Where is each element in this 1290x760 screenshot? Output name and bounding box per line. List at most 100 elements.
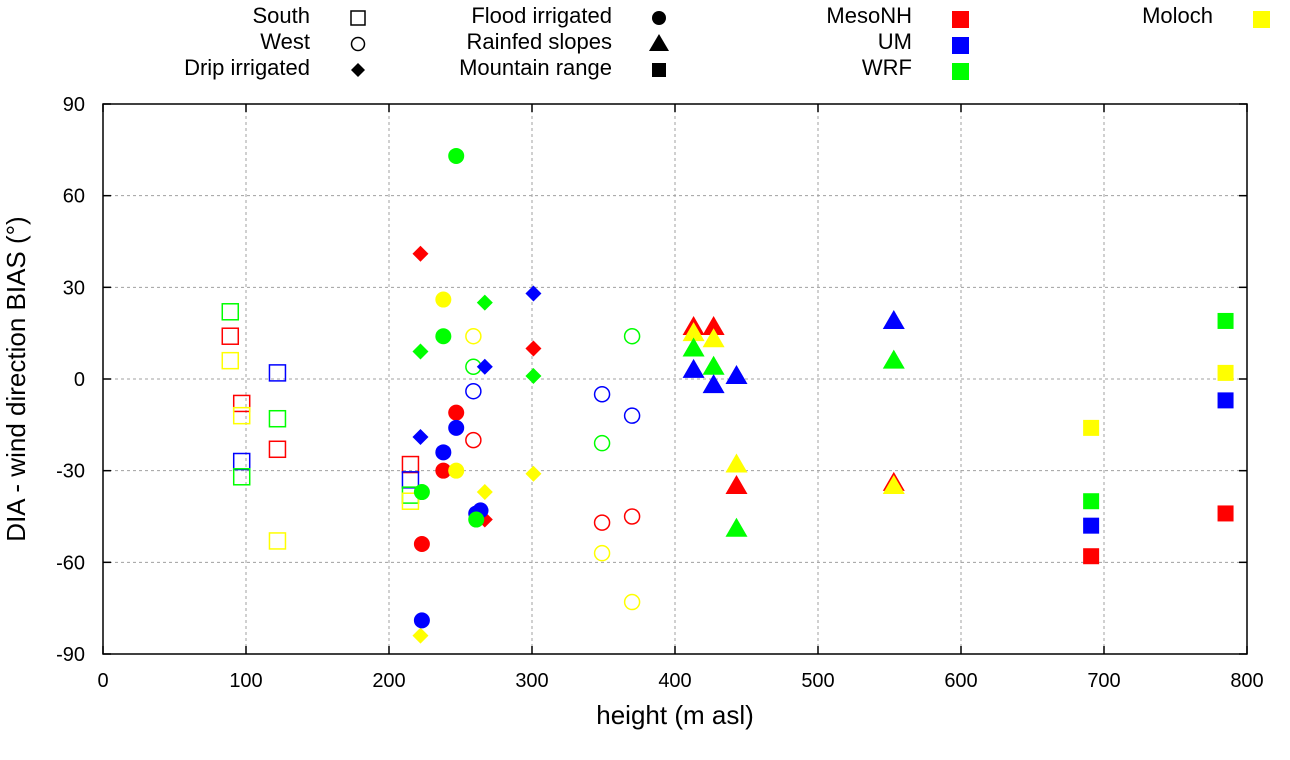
x-axis-title: height (m asl) [596,700,754,730]
legend-swatch-moloch-icon [1253,11,1270,28]
data-point-rainfed-slopes-moloch [702,328,725,348]
data-point-west-mesonh [465,431,482,449]
data-point-rainfed-slopes-wrf [682,337,705,357]
y-axis-title: DIA - wind direction BIAS (°) [1,216,31,541]
data-point-rainfed-slopes-mesonh [725,474,748,494]
legend-label: Rainfed slopes [466,29,612,54]
data-point-flood-irrigated-mesonh [448,404,465,421]
grid [103,104,1247,654]
data-point-west-mesonh [593,514,611,531]
legend-swatch-um-icon [952,37,969,54]
data-point-rainfed-slopes-um [702,374,725,394]
data-point-south-mesonh [401,455,420,474]
data-point-south-mesonh [232,394,251,413]
y-tick-label: -60 [56,552,85,574]
data-point-flood-irrigated-wrf [468,511,485,528]
data-point-rainfed-slopes-um [682,358,705,378]
data-point-mountain-range-um [1217,392,1234,409]
legend-label: South [253,3,311,28]
data-point-rainfed-slopes-um [725,364,748,384]
data-point-south-wrf [232,468,251,486]
legend-label: West [260,29,310,54]
data-point-south-moloch [221,351,240,370]
data-point-drip-irrigated-mesonh [525,340,542,357]
data-point-flood-irrigated-mesonh [435,462,452,479]
y-tick-label: 30 [63,277,85,299]
data-point-mountain-range-mesonh [1083,548,1100,565]
data-point-west-mesonh [623,508,641,525]
legend-symbol-west-icon [350,36,366,52]
x-tick-label: 700 [1087,670,1120,692]
x-tick-label: 600 [944,670,977,692]
legend-swatch-wrf-icon [952,63,969,80]
legend-label: Flood irrigated [471,3,612,28]
y-tick-label: -30 [56,461,85,483]
legend-label: WRF [862,55,912,80]
data-point-flood-irrigated-um [413,612,430,629]
data-point-south-wrf [268,409,287,428]
legend-label: Drip irrigated [184,55,310,80]
y-tick-label: -90 [56,644,85,666]
legend-label: Mountain range [459,55,612,80]
data-point-south-moloch [401,492,420,510]
x-tick-label: 400 [658,670,691,692]
data-point-flood-irrigated-moloch [448,462,465,479]
data-point-west-wrf [593,434,611,452]
data-point-mountain-range-um [1083,517,1100,534]
data-point-drip-irrigated-moloch [412,627,429,644]
data-point-mountain-range-wrf [1083,493,1100,510]
data-point-drip-irrigated-wrf [476,294,493,311]
data-point-flood-irrigated-wrf [413,484,430,501]
x-tick-label: 300 [515,670,548,692]
data-point-drip-irrigated-mesonh [412,245,429,262]
data-point-south-moloch [268,532,287,550]
data-point-rainfed-slopes-moloch [882,474,905,494]
data-point-south-wrf [221,303,240,321]
data-point-flood-irrigated-um [435,444,452,461]
x-tick-label: 100 [229,670,262,692]
x-tick-label: 0 [97,670,108,692]
legend-symbol-south-icon [350,10,366,26]
y-tick-label: 0 [74,369,85,391]
data-point-drip-irrigated-wrf [525,367,542,384]
data-point-south-mesonh [268,440,287,459]
data-point-drip-irrigated-wrf [412,343,429,360]
data-point-flood-irrigated-mesonh [413,536,430,552]
x-tick-label: 800 [1230,670,1263,692]
data-point-flood-irrigated-wrf [448,147,465,164]
data-point-rainfed-slopes-mesonh [702,316,725,336]
data-point-south-um [401,471,420,489]
x-tick-label: 500 [801,670,834,692]
data-point-drip-irrigated-moloch [525,465,542,482]
legend-symbol-flood-irrigated-icon [652,11,666,25]
data-point-mountain-range-moloch [1083,419,1100,436]
data-point-rainfed-slopes-wrf [702,355,725,375]
data-point-rainfed-slopes-moloch [682,322,705,342]
data-point-flood-irrigated-wrf [435,328,452,345]
data-point-west-um [465,382,482,400]
data-point-rainfed-slopes-um [882,309,905,329]
data-point-mountain-range-moloch [1217,364,1234,381]
data-point-flood-irrigated-um [448,419,465,436]
x-tick-label: 200 [372,670,405,692]
data-point-south-mesonh [221,327,240,345]
data-point-drip-irrigated-um [476,358,493,375]
data-point-mountain-range-mesonh [1217,505,1234,522]
data-point-south-um [268,364,287,382]
data-point-south-moloch [232,406,251,425]
data-point-drip-irrigated-moloch [476,484,493,501]
y-tick-label: 90 [63,94,85,116]
data-point-mountain-range-wrf [1217,312,1234,329]
data-point-south-um [232,452,251,471]
data-point-west-um [623,407,641,424]
data-point-west-wrf [623,327,641,345]
data-point-flood-irrigated-moloch [435,291,452,308]
data-points [221,147,1234,644]
data-point-drip-irrigated-um [525,285,542,302]
data-point-rainfed-slopes-wrf [882,349,905,369]
legend-label: MesoNH [826,3,912,28]
data-point-west-moloch [623,593,641,611]
legend-label: UM [878,29,912,54]
